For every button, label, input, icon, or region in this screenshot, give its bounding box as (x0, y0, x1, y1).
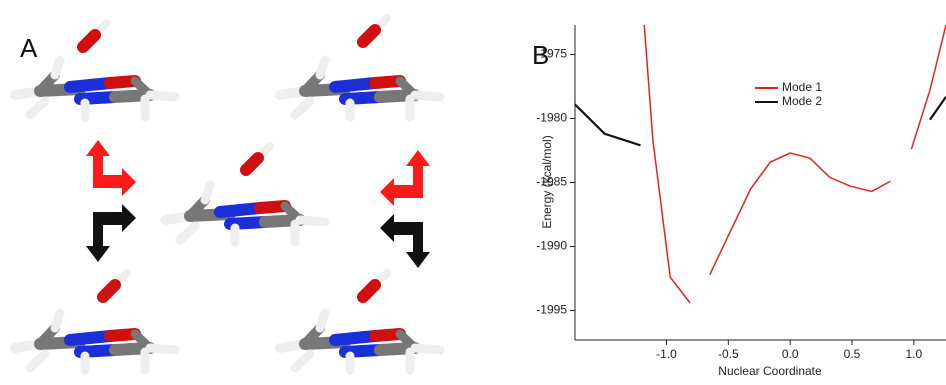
water (103, 273, 127, 297)
molecule (280, 60, 440, 117)
molecule (280, 313, 440, 370)
molecule (165, 185, 325, 242)
series-line (644, 25, 946, 303)
y-tick-label: -1990 (536, 239, 567, 253)
x-tick-label: -1.0 (656, 347, 677, 361)
x-tick-label: -0.5 (718, 347, 739, 361)
y-tick-label: -1995 (536, 303, 567, 317)
y-tick-label: -1985 (536, 175, 567, 189)
chart: Nuclear Coordinate Energy (kcal/mol) -1.… (536, 25, 946, 378)
x-tick-label: 0.5 (844, 347, 861, 361)
water (246, 146, 270, 170)
water (363, 18, 387, 42)
legend-label: Mode 1 (782, 80, 822, 94)
arrow (86, 140, 136, 196)
x-axis-label: Nuclear Coordinate (718, 364, 822, 378)
y-tick-label: -1975 (536, 47, 567, 61)
figure: A B Nuclear Coordinate Energy (kcal/mol)… (0, 0, 946, 385)
arrow (86, 204, 136, 262)
water (83, 23, 107, 47)
arrow (380, 150, 430, 206)
series-line (575, 97, 946, 146)
x-tick-label: 1.0 (906, 347, 923, 361)
molecule (15, 313, 175, 370)
x-tick-label: 0.0 (782, 347, 799, 361)
y-tick-label: -1980 (536, 111, 567, 125)
arrow (380, 214, 430, 268)
legend-label: Mode 2 (782, 94, 822, 108)
water (363, 273, 387, 297)
panel-a: A (15, 18, 440, 370)
molecule (15, 60, 175, 117)
panel-label: A (20, 33, 38, 63)
